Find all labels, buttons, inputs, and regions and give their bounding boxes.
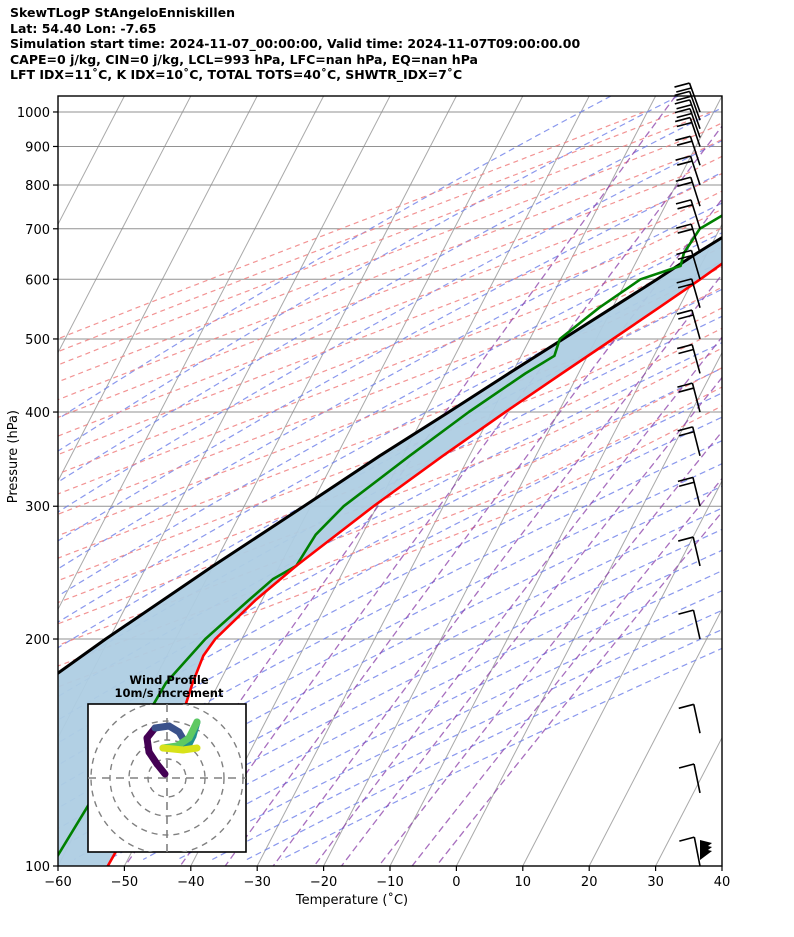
svg-text:300: 300 xyxy=(25,500,50,515)
header-times: Simulation start time: 2024-11-07_00:00:… xyxy=(10,36,581,52)
svg-text:−10: −10 xyxy=(376,875,403,890)
hodograph-title-line1: Wind Profile xyxy=(129,673,209,687)
svg-text:40: 40 xyxy=(714,875,731,890)
x-axis-label: Temperature (˚C) xyxy=(0,893,794,908)
svg-text:−30: −30 xyxy=(243,875,270,890)
svg-text:1000: 1000 xyxy=(17,106,50,121)
y-axis-label: Pressure (hPa) xyxy=(6,410,21,504)
svg-text:200: 200 xyxy=(25,633,50,648)
svg-text:10: 10 xyxy=(515,875,532,890)
header-latlon: Lat: 54.40 Lon: -7.65 xyxy=(10,20,157,36)
figure-header: SkewTLogP StAngeloEnniskillen Lat: 54.40… xyxy=(10,5,790,83)
svg-text:−20: −20 xyxy=(310,875,337,890)
hodograph-title: Wind Profile 10m/s increment xyxy=(90,674,248,700)
svg-text:−40: −40 xyxy=(177,875,204,890)
svg-text:500: 500 xyxy=(25,333,50,348)
svg-text:700: 700 xyxy=(25,223,50,238)
svg-text:100: 100 xyxy=(25,860,50,875)
svg-text:20: 20 xyxy=(581,875,598,890)
svg-text:800: 800 xyxy=(25,179,50,194)
svg-text:0: 0 xyxy=(452,875,460,890)
svg-text:400: 400 xyxy=(25,406,50,421)
svg-text:900: 900 xyxy=(25,140,50,155)
svg-text:600: 600 xyxy=(25,273,50,288)
header-title: SkewTLogP StAngeloEnniskillen xyxy=(10,5,235,20)
svg-text:30: 30 xyxy=(647,875,664,890)
header-indices: LFT IDX=11˚C, K IDX=10˚C, TOTAL TOTS=40˚… xyxy=(10,67,463,83)
svg-text:−60: −60 xyxy=(44,875,71,890)
hodograph-title-line2: 10m/s increment xyxy=(114,686,224,700)
x-axis-label-text: Temperature (˚C) xyxy=(295,893,409,908)
svg-text:−50: −50 xyxy=(111,875,138,890)
header-cape-cin: CAPE=0 j/kg, CIN=0 j/kg, LCL=993 hPa, LF… xyxy=(10,51,478,67)
